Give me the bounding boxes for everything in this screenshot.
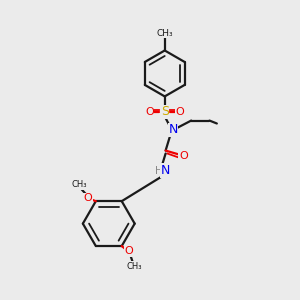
Text: S: S (161, 105, 169, 118)
Text: CH₃: CH₃ (126, 262, 142, 271)
Text: N: N (161, 164, 170, 177)
Text: O: O (176, 107, 184, 117)
Text: O: O (83, 193, 92, 203)
Text: CH₃: CH₃ (156, 29, 173, 38)
Text: CH₃: CH₃ (72, 180, 87, 189)
Text: H: H (155, 166, 162, 176)
Text: O: O (179, 151, 188, 161)
Text: O: O (145, 107, 154, 117)
Text: O: O (125, 246, 134, 256)
Text: N: N (168, 124, 178, 136)
